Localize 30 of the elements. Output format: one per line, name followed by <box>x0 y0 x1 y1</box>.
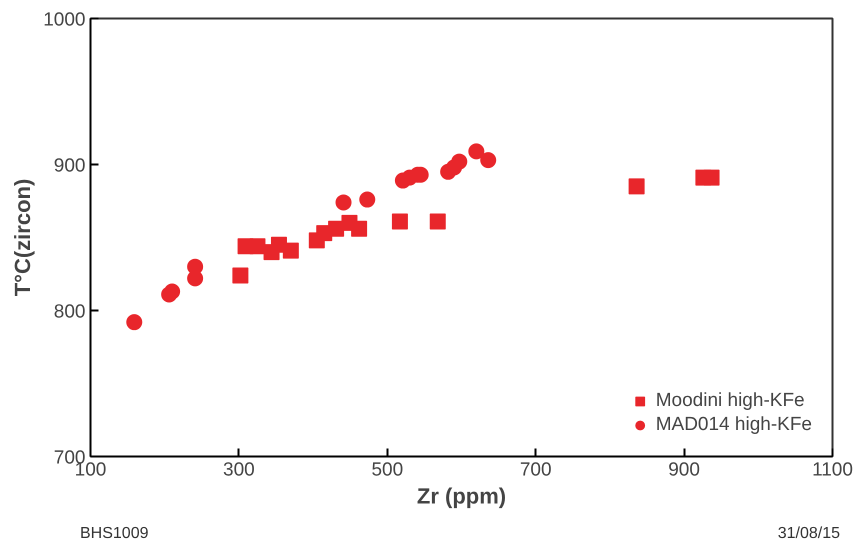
y-tick-label: 800 <box>54 302 86 322</box>
point <box>430 213 446 230</box>
legend-label: Moodini high-KFe <box>656 390 805 412</box>
point <box>468 143 484 160</box>
point <box>328 220 344 237</box>
point <box>164 284 180 300</box>
x-tick-label: 500 <box>371 460 404 480</box>
point <box>480 152 496 168</box>
point <box>249 238 266 254</box>
point <box>336 194 352 210</box>
point <box>451 154 468 170</box>
x-axis-title: Zr (ppm) <box>416 484 506 508</box>
point <box>704 170 720 186</box>
y-axis-title: T°C(zircon) <box>10 178 36 296</box>
point <box>359 192 376 208</box>
legend-label: MAD014 high-KFe <box>656 414 812 436</box>
annotation: BHS1009 <box>80 524 148 544</box>
point <box>351 220 368 237</box>
x-tick-label: 900 <box>668 460 700 480</box>
point <box>126 314 142 330</box>
y-tick-label: 1000 <box>43 10 86 30</box>
x-tick-label: 700 <box>520 460 552 480</box>
point <box>628 178 645 194</box>
y-tick-label: 900 <box>54 156 86 176</box>
x-tick-label: 300 <box>223 460 255 480</box>
point <box>282 242 299 259</box>
annotation: 31/08/15 <box>778 524 840 544</box>
point <box>392 213 408 230</box>
point <box>232 267 248 284</box>
x-tick-label: 1100 <box>812 460 853 480</box>
